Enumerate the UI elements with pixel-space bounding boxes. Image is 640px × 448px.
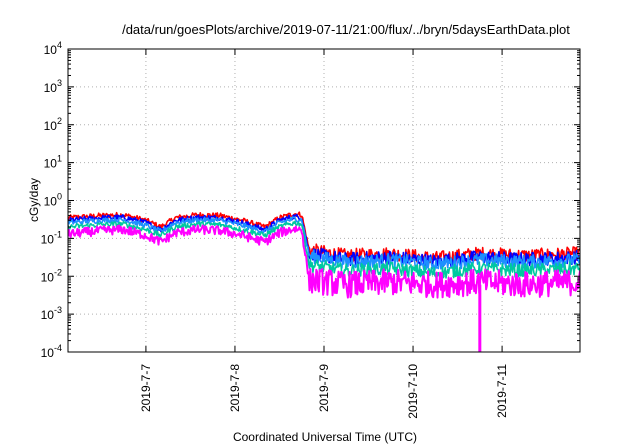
x-tick-label: 2019-7-9 (317, 364, 331, 412)
y-tick-label: 102 (44, 116, 62, 133)
series-line (68, 211, 580, 265)
x-tick-label: 2019-7-10 (406, 364, 420, 419)
series-group (68, 211, 580, 352)
chart-title: /data/run/goesPlots/archive/2019-07-11/2… (122, 22, 570, 37)
y-tick-label: 10-2 (41, 267, 62, 284)
series-line (68, 216, 580, 271)
x-tick-label: 2019-7-8 (228, 364, 242, 412)
x-tick-label: 2019-7-11 (495, 364, 509, 418)
y-tick-label: 10-4 (41, 343, 62, 360)
series-line (68, 220, 580, 280)
y-tick-label: 104 (44, 40, 62, 57)
x-axis: 2019-7-7 2019-7-8 2019-7-9 2019-7-10 2019-7-… (139, 49, 509, 419)
y-tick-label: 10-3 (41, 305, 62, 322)
y-tick-label: 101 (44, 154, 62, 171)
y-axis: 104 103 102 101 100 10-1 10-2 10-3 10-4 (41, 40, 580, 360)
series-line (68, 224, 580, 299)
y-tick-label: 10-1 (41, 229, 62, 246)
x-axis-label: Coordinated Universal Time (UTC) (233, 430, 417, 444)
grid-lines (68, 49, 580, 352)
x-tick-label: 2019-7-7 (139, 364, 153, 412)
y-axis-label: cGy/day (27, 178, 41, 222)
y-tick-label: 103 (44, 78, 62, 95)
y-tick-label: 100 (44, 192, 62, 209)
